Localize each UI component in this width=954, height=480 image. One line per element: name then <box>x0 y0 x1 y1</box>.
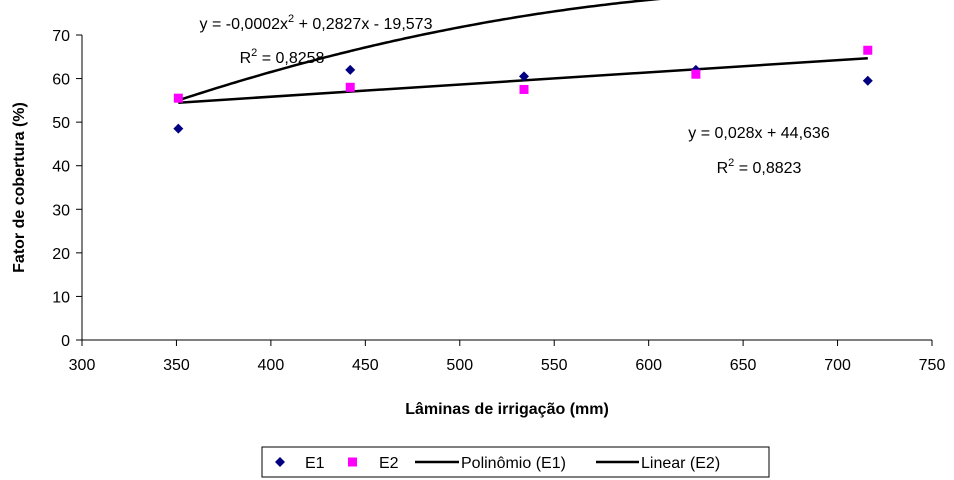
legend-polynomial-label: Polinômio (E1) <box>461 455 566 472</box>
x-tick-label: 350 <box>163 357 190 374</box>
point-e2 <box>345 82 355 92</box>
y-tick-label: 30 <box>52 202 70 219</box>
y-tick-label: 70 <box>52 28 70 45</box>
y-tick-label: 40 <box>52 159 70 176</box>
polynomial-r2-label: R2 = 0,8258 <box>240 47 325 67</box>
point-e1 <box>862 75 873 86</box>
x-tick-label: 650 <box>730 357 757 374</box>
x-tick-label: 500 <box>446 357 473 374</box>
legend-e1-marker <box>275 457 285 467</box>
legend-e2-marker <box>348 457 357 467</box>
legend-e1-label: E1 <box>305 455 325 472</box>
trendlines <box>177 0 868 104</box>
legend-linear-label: Linear (E2) <box>641 455 720 472</box>
polynomial-r2-label-prefix: R <box>240 50 252 67</box>
x-tick-label: 700 <box>824 357 851 374</box>
linear-r2-label-suffix: = 0,8823 <box>734 160 801 177</box>
y-tick-label: 60 <box>52 72 70 89</box>
ticks: 300 350 400 450 500 550 600 650 700 750 0 10 20 30 40 5… <box>52 28 945 374</box>
x-tick-label: 750 <box>919 357 946 374</box>
point-e2 <box>173 93 183 103</box>
linear-r2-label-prefix: R <box>717 160 729 177</box>
legend: E1 E2 Polinômio (E1) Linear (E2) <box>261 446 770 478</box>
y-axis-title: Fator de cobertura (%) <box>11 102 28 273</box>
polynomial-equation-label-suffix: + 0,2827x - 19,573 <box>294 16 432 33</box>
linear-r2-label: R2 = 0,8823 <box>717 157 802 177</box>
y-tick-label: 50 <box>52 115 70 132</box>
x-tick-label: 550 <box>541 357 568 374</box>
polynomial-equation-label-superscript: 2 <box>288 13 294 25</box>
linear-equation-label-prefix: y = 0,028x + 44,636 <box>688 125 830 142</box>
x-tick-label: 600 <box>635 357 662 374</box>
x-tick-label: 300 <box>69 357 96 374</box>
point-e1 <box>173 123 184 134</box>
point-e2 <box>691 69 701 79</box>
point-e1 <box>519 71 529 82</box>
legend-e2-label: E2 <box>379 455 399 472</box>
polynomial-equation-label: y = -0,0002x2 + 0,2827x - 19,573 <box>200 13 433 33</box>
polynomial-equation-label-prefix: y = -0,0002x <box>200 16 289 33</box>
linear-r2-label-superscript: 2 <box>728 157 734 169</box>
x-axis-title: Lâminas de irrigação (mm) <box>405 401 609 418</box>
point-e1 <box>345 64 356 75</box>
point-e2 <box>519 84 529 94</box>
y-tick-label: 20 <box>52 246 70 263</box>
point-e2 <box>863 45 873 55</box>
trendline-polynomial-e1 <box>177 0 662 102</box>
linear-equation-label: y = 0,028x + 44,636 <box>688 125 830 142</box>
axes <box>81 35 932 341</box>
polynomial-r2-label-suffix: = 0,8258 <box>257 50 324 67</box>
legend-box <box>261 446 770 478</box>
markers <box>173 45 873 134</box>
x-tick-label: 450 <box>352 357 379 374</box>
trendline-linear-e2 <box>178 56 868 104</box>
y-tick-label: 0 <box>61 333 70 350</box>
y-tick-label: 10 <box>52 289 70 306</box>
x-tick-label: 400 <box>258 357 285 374</box>
polynomial-r2-label-superscript: 2 <box>251 47 257 59</box>
